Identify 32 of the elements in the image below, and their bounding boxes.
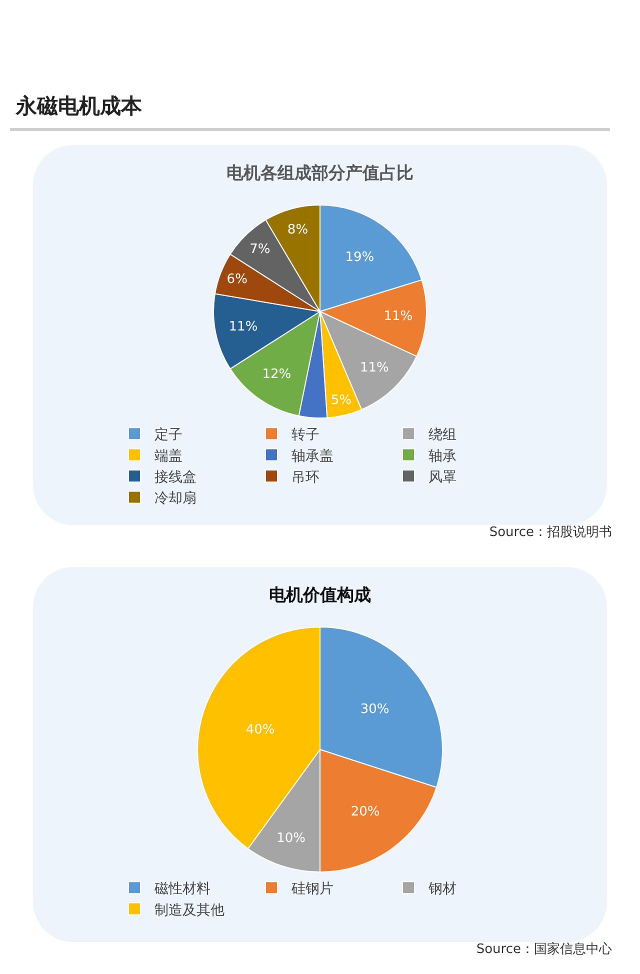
data-label: 11% <box>384 309 413 324</box>
data-label: 40% <box>246 722 275 738</box>
data-label: 5% <box>330 392 352 408</box>
data-label: 11% <box>360 360 389 376</box>
legend-label: 冷却扇 <box>154 490 196 507</box>
chart-title: 电机价值构成 <box>269 586 371 606</box>
data-label: 30% <box>360 702 390 718</box>
legend-label: 绕组 <box>428 427 456 444</box>
legend-label: 转子 <box>292 427 320 444</box>
legend-label: 钢材 <box>428 881 456 898</box>
legend-label: 端盖 <box>154 448 182 464</box>
legend-label: 吊环 <box>292 469 320 486</box>
data-label: 12% <box>262 367 292 382</box>
legend-label: 磁性材料 <box>154 881 210 898</box>
data-label: 6% <box>226 272 248 288</box>
legend-label: 轴承盖 <box>292 448 334 464</box>
legend-label: 轴承 <box>428 448 456 464</box>
data-label: 8% <box>287 222 308 238</box>
data-label: 19% <box>345 250 374 266</box>
data-label: 11% <box>228 320 258 335</box>
source-note: Source：国家信息中心 <box>476 941 612 958</box>
data-label: 10% <box>276 831 306 846</box>
chart-subtitle: 电机各组成部分产值占比 <box>226 164 414 184</box>
source-note: Source：招股说明书 <box>489 524 612 541</box>
legend-label: 接线盒 <box>154 469 196 486</box>
legend-label: 制造及其他 <box>154 902 224 918</box>
legend-label: 风罩 <box>428 469 456 486</box>
data-label: 7% <box>250 242 270 257</box>
chart-title: 永磁电机成本 <box>16 93 142 120</box>
legend-label: 硅钢片 <box>290 881 334 898</box>
legend-label: 定子 <box>154 427 182 444</box>
data-label: 20% <box>350 804 380 820</box>
